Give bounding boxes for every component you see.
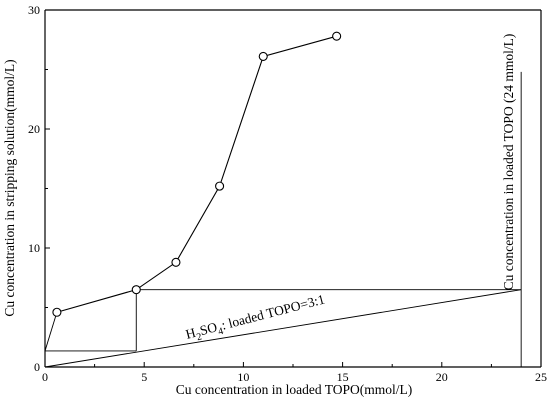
construction-lines	[44, 71, 522, 368]
step-line	[44, 312, 58, 352]
axis-ticks: 0 5 10 15 20 25 0 10 20 30	[28, 3, 547, 384]
ratio-sub-2: 4	[217, 326, 225, 338]
vertical-line-label: Cu concentration in loaded TOPO (24 mmol…	[501, 34, 516, 291]
data-point	[171, 257, 181, 267]
x-tick-label: 25	[535, 370, 547, 384]
ratio-annotation: H2SO4: loaded TOPO=3:1	[184, 292, 327, 346]
ratio-main-3: : loaded TOPO=3:1	[220, 292, 327, 333]
y-tick-label: 10	[28, 241, 40, 255]
x-tick-label: 10	[237, 370, 249, 384]
y-tick-label: 30	[28, 3, 40, 17]
data-point	[215, 181, 225, 191]
data-point	[332, 31, 342, 41]
ratio-main-1: H	[184, 325, 197, 342]
data-point	[131, 285, 141, 295]
x-axis-label: Cu concentration in loaded TOPO(mmol/L)	[176, 382, 412, 397]
x-tick-label: 15	[337, 370, 349, 384]
operating-line	[44, 289, 522, 368]
series-line	[56, 35, 337, 313]
y-tick-label: 0	[34, 360, 40, 374]
data-point	[52, 307, 62, 317]
ratio-main-2: SO	[198, 319, 219, 338]
x-tick-label: 5	[141, 370, 147, 384]
data-series	[52, 31, 342, 317]
x-tick-label: 20	[436, 370, 448, 384]
y-axis-label: Cu concentration in stripping solution(m…	[2, 59, 17, 316]
ratio-sub-1: 2	[195, 331, 203, 343]
y-tick-label: 20	[28, 122, 40, 136]
data-point	[258, 51, 268, 61]
x-tick-label: 0	[42, 370, 48, 384]
